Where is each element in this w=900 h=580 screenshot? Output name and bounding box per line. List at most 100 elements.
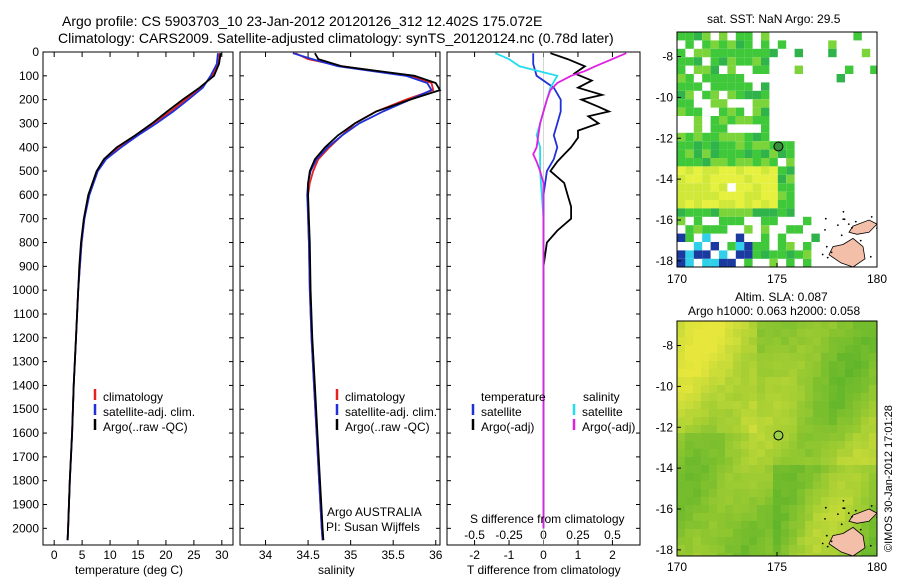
- sla-xtick-label: 175: [767, 560, 787, 574]
- sst-cell: [744, 132, 753, 142]
- sla-cell: [781, 329, 789, 337]
- sla-cell: [781, 505, 789, 513]
- sst-cell: [719, 40, 728, 49]
- sla-cell: [717, 545, 725, 553]
- sla-cell: [677, 345, 685, 353]
- sst-cell: [735, 183, 745, 192]
- sla-cell: [845, 337, 853, 345]
- temperature-xtick-label: 10: [103, 548, 117, 562]
- sla-cell: [685, 433, 693, 441]
- sla-cell: [821, 521, 829, 529]
- sla-cell: [853, 337, 861, 345]
- sla-cell: [773, 497, 781, 505]
- legend-temp-satellite: satellite-adj. clim.: [103, 405, 196, 419]
- islet-dot: [842, 218, 845, 221]
- legend-diff-t-argo: Argo(-adj): [481, 420, 535, 434]
- sla-cell: [797, 521, 805, 529]
- sla-cell: [717, 505, 725, 513]
- sla-cell: [869, 505, 877, 513]
- sst-cell: [710, 258, 719, 267]
- sla-cell: [717, 473, 725, 481]
- sla-cell: [829, 401, 837, 409]
- sst-cell: [735, 74, 745, 83]
- sla-cell: [789, 417, 797, 425]
- sla-cell: [781, 489, 789, 497]
- sla-cell: [717, 377, 725, 385]
- sla-cell: [757, 457, 765, 465]
- vanua-levu-island: [848, 219, 877, 235]
- sla-map-panel: 170 175 180 -8 -10 -12 -14 -16 -18: [656, 320, 887, 574]
- sst-cell: [735, 191, 745, 200]
- sst-cell: [693, 166, 703, 175]
- sst-cell: [677, 32, 686, 41]
- sla-cell: [757, 497, 765, 505]
- sst-cell: [769, 250, 778, 259]
- sla-cell: [677, 337, 685, 345]
- sla-cell: [677, 441, 685, 449]
- sla-cell: [797, 409, 805, 417]
- sla-cell: [813, 377, 821, 385]
- depth-tick-label: 600: [19, 188, 39, 202]
- sst-cell: [761, 242, 770, 251]
- sla-cell: [717, 353, 725, 361]
- sst-cell: [719, 208, 728, 217]
- sla-cell: [821, 433, 829, 441]
- sla-cell: [869, 529, 877, 537]
- sla-cell: [837, 353, 845, 361]
- sla-cell: [789, 505, 797, 513]
- sla-cell: [869, 433, 877, 441]
- sla-cell: [717, 417, 725, 425]
- sla-cell: [789, 457, 797, 465]
- sla-cell: [765, 441, 773, 449]
- sst-cell: [727, 74, 736, 83]
- sst-cell: [677, 216, 686, 226]
- sla-cell: [701, 545, 709, 553]
- sla-cell: [749, 361, 757, 369]
- sla-cell: [781, 537, 789, 545]
- sla-cell: [685, 497, 693, 505]
- sla-cell: [845, 441, 853, 449]
- sst-cell: [719, 116, 728, 125]
- sla-cell: [829, 497, 837, 505]
- difference-xtick-label: -1: [504, 548, 515, 562]
- salinity-xtick-label: 34.5: [296, 548, 320, 562]
- sla-cell: [829, 545, 837, 553]
- sla-cell: [853, 321, 861, 329]
- sla-cell: [813, 481, 821, 489]
- islet-dot: [821, 542, 824, 545]
- sla-cell: [789, 481, 797, 489]
- sla-cell: [701, 409, 709, 417]
- islet-dot: [869, 255, 872, 258]
- sst-cell: [727, 132, 736, 142]
- sla-cell: [813, 329, 821, 337]
- sla-cell: [749, 321, 757, 329]
- depth-tick-label: 700: [19, 212, 39, 226]
- sla-cell: [853, 433, 861, 441]
- sla-cell: [797, 481, 805, 489]
- sla-cell: [701, 497, 709, 505]
- sst-cell: [727, 116, 736, 125]
- sla-cell: [757, 321, 765, 329]
- sla-cell: [773, 329, 781, 337]
- sst-cell: [727, 90, 736, 100]
- sla-cell: [781, 337, 789, 345]
- s-difference-tick-label: -0.25: [495, 528, 523, 542]
- argo-location-marker: [773, 141, 784, 152]
- sla-cell: [733, 385, 741, 393]
- sla-cell: [725, 481, 733, 489]
- sla-cell: [733, 457, 741, 465]
- sst-cell: [735, 32, 745, 41]
- sla-cell: [677, 417, 685, 425]
- sst-cell: [777, 149, 787, 158]
- sla-cell: [853, 481, 861, 489]
- sst-cell: [710, 149, 719, 158]
- sst-cell: [719, 166, 728, 175]
- islet-dot: [824, 506, 827, 509]
- sla-cell: [845, 465, 853, 473]
- sst-cell: [735, 200, 745, 209]
- islet-dot: [826, 545, 829, 548]
- sst-cell: [685, 174, 694, 184]
- depth-tick-label: 1200: [12, 331, 39, 345]
- depth-tick-label: 0: [32, 45, 39, 59]
- sla-cell: [757, 417, 765, 425]
